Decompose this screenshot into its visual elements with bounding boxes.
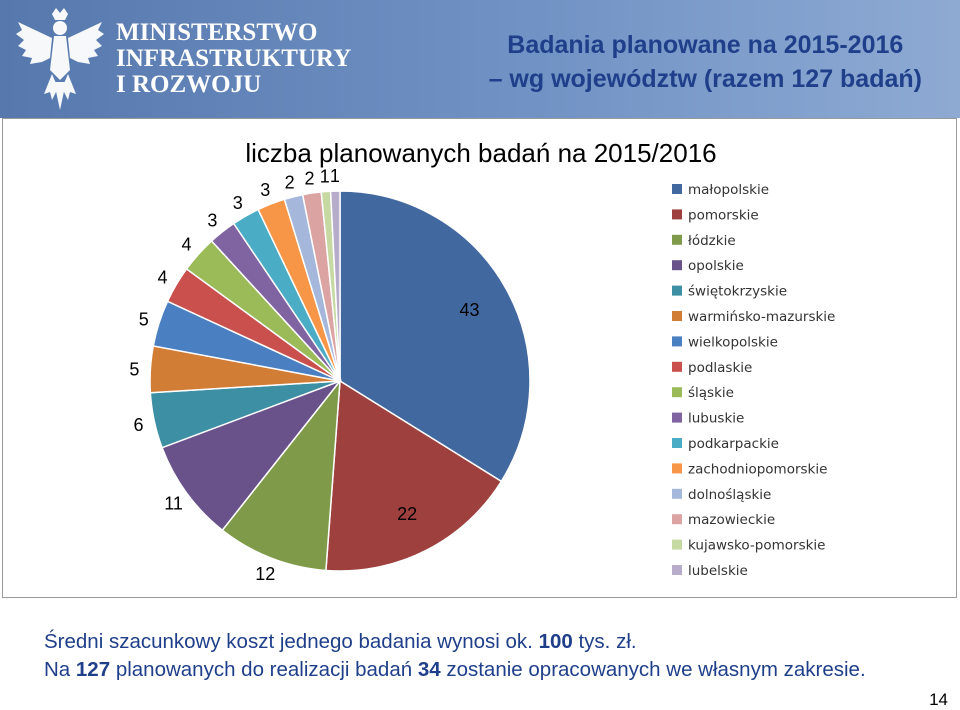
chart-legend: małopolskie pomorskie łódzkie opolskie święt… [672,182,835,579]
legend-label-8: podlaskie [688,360,752,376]
chart-title: liczba planowanych badań na 2015/2016 [245,138,716,168]
legend-swatch-4 [672,260,682,271]
legend-swatch-9 [672,387,682,398]
slide-title-line-2: – wg województw (razem 127 badań) [488,65,922,93]
ministry-line-3: I ROZWOJU [116,71,262,98]
legend-swatch-10 [672,412,682,423]
pie-slice-4 [161,379,343,532]
data-label-10: 3 [207,210,217,230]
legend-label-12: zachodniopomorskie [688,461,827,477]
data-label-1: 43 [459,300,479,320]
legend-swatch-11 [672,438,682,448]
ministry-line-2: INFRASTRUKTURY [116,45,352,72]
legend-label-3: łódzkie [688,233,736,249]
legend-label-6: warmińsko-mazurskie [688,309,835,325]
footer-line-1-text: Średni szacunkowy koszt jednego badania … [44,630,539,653]
footer-line-2-text-a: Na [44,658,76,681]
data-label-9: 4 [181,235,191,255]
slide-header: MINISTERSTWO INFRASTRUKTURY I ROZWOJU Ba… [0,0,960,118]
legend-label-9: śląskie [688,385,734,401]
legend-swatch-1 [672,184,682,194]
legend-swatch-8 [672,361,682,372]
data-label-11: 3 [233,193,243,213]
data-label-3: 12 [255,564,275,584]
ministry-line-1: MINISTERSTWO [116,19,318,46]
legend-label-14: mazowieckie [688,512,775,528]
data-label-4: 11 [164,494,183,514]
legend-swatch-12 [672,463,682,474]
footer-line-2-text-c: zostanie opracowanych we własnym zakresi… [440,658,866,681]
footer-line-2: Na 127 planowanych do realizacji badań 3… [44,656,866,684]
slide-title-line-1: Badania planowane na 2015-2016 [507,31,904,59]
data-label-14: 2 [304,168,314,188]
legend-swatch-2 [672,209,682,220]
data-label-12: 3 [260,180,270,200]
data-label-13: 2 [285,172,295,192]
legend-swatch-6 [672,311,682,321]
legend-label-4: opolskie [688,258,744,274]
data-label-2: 22 [397,504,417,524]
legend-label-11: podkarpackie [688,436,779,452]
legend-swatch-7 [672,336,682,347]
legend-swatch-13 [672,488,682,499]
legend-label-2: pomorskie [688,207,759,223]
legend-label-13: dolnośląskie [688,487,771,503]
pie-slices [149,190,531,572]
legend-label-10: lubuskie [688,411,744,427]
chart-area: liczba planowanych badań na 2015/2016 43… [2,118,957,598]
ministry-name: MINISTERSTWO INFRASTRUKTURY I ROZWOJU [116,20,351,98]
footer-line-2-text-b: planowanych do realizacji badań [110,658,418,681]
legend-swatch-15 [672,539,682,550]
pie-slice-1 [339,190,531,483]
slide-title: Badania planowane na 2015-2016 – wg woje… [489,28,922,96]
legend-label-7: wielkopolskie [688,334,778,350]
legend-swatch-16 [672,565,682,575]
footer-own-value: 34 [417,658,441,681]
pie-slice-2 [325,379,503,572]
page-number: 14 [929,690,948,709]
data-label-6: 5 [129,359,139,379]
data-label-5: 6 [133,415,143,435]
data-label-15: 1 [320,167,330,187]
data-label-16: 1 [330,166,340,186]
pie-slice-16 [329,190,341,382]
footer-cost-value: 100 [538,630,573,653]
footer-total-value: 127 [75,658,111,681]
legend-label-5: świętokrzyskie [688,284,787,300]
footer-line-1-unit: tys. zł. [572,630,637,653]
footer-notes: Średni szacunkowy koszt jednego badania … [44,628,866,684]
data-label-8: 4 [157,268,167,288]
legend-swatch-14 [672,514,682,525]
legend-swatch-3 [672,234,682,245]
footer-line-1: Średni szacunkowy koszt jednego badania … [44,628,866,656]
legend-label-1: małopolskie [688,182,769,198]
legend-swatch-5 [672,285,682,296]
legend-label-16: lubelskie [688,563,748,579]
eagle-emblem-icon [16,8,104,110]
data-label-7: 5 [139,309,149,329]
legend-label-15: kujawsko-pomorskie [688,538,825,554]
pie-slice-3 [221,378,341,572]
pie-chart: liczba planowanych badań na 2015/2016 43… [129,138,835,584]
